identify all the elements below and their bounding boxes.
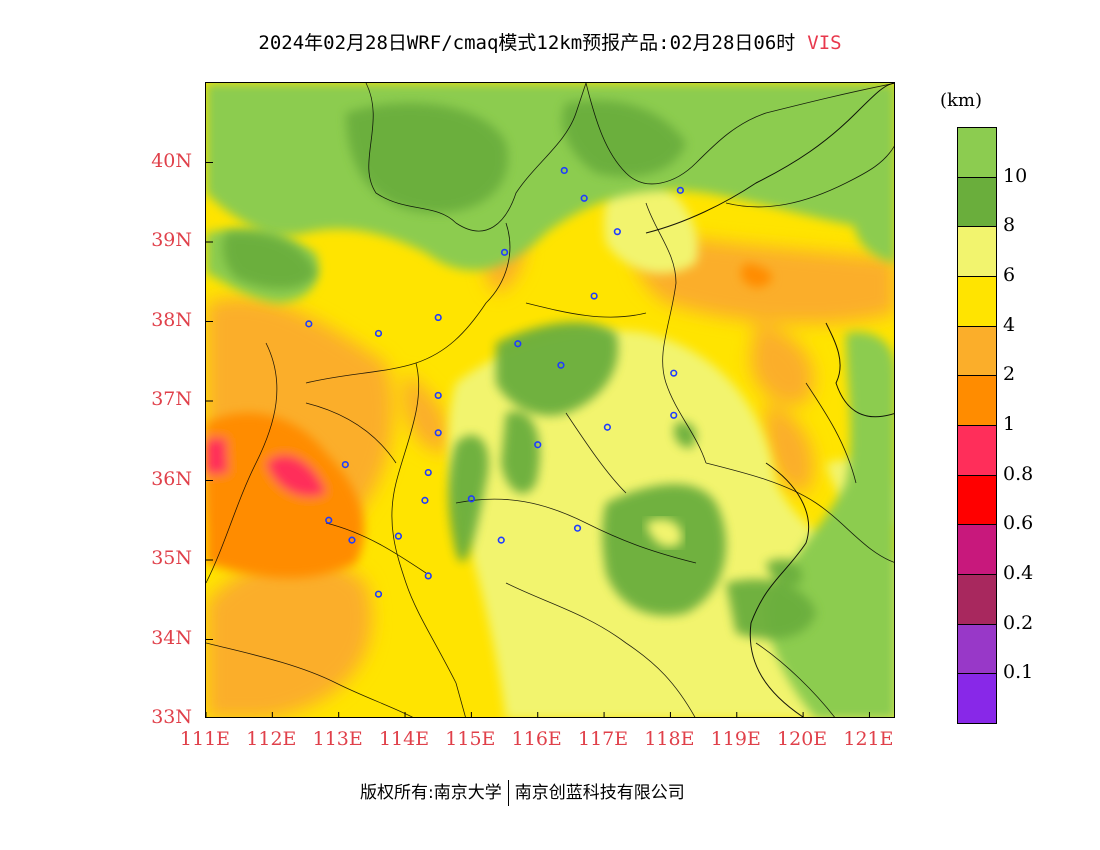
lon-tick-label: 115E [445,728,496,750]
city-marker [424,572,432,580]
lon-tick-label: 118E [644,728,695,750]
city-marker [500,248,509,256]
city-marker [670,369,678,377]
colorbar-segment [957,574,997,625]
lat-tick-label: 39N [151,229,192,251]
colorbar-label: 2 [1003,363,1016,386]
city-marker [557,361,565,369]
colorbar-label: 0.4 [1003,562,1034,584]
lat-tick-label: 37N [151,388,192,410]
colorbar-label: 0.8 [1003,462,1034,485]
title-variable: VIS [807,32,842,54]
city-marker [613,228,621,236]
lat-tick-label: 35N [151,547,192,569]
city-marker [467,495,475,503]
colorbar-segment [957,474,997,526]
footer-separator [507,780,509,806]
visibility-field [206,83,894,717]
colorbar-segment [957,325,997,377]
city-markers [305,166,684,598]
lat-tick-label: 36N [151,467,192,490]
colorbar-label: 6 [1003,264,1016,286]
city-marker [590,292,598,300]
colorbar-segment [957,176,997,228]
colorbar-unit: (km) [940,90,983,111]
colorbar-label: 0.6 [1003,512,1034,535]
colorbar-segment [957,425,997,476]
lon-tick-label: 120E [777,728,828,750]
colorbar-label: 0.1 [1003,661,1034,684]
city-marker [424,468,432,477]
city-marker [374,590,383,598]
colorbar-label: 8 [1003,214,1016,237]
city-marker [560,166,568,175]
city-marker [434,429,442,437]
lat-tick-label: 33N [151,706,192,728]
city-marker [497,536,505,544]
coastline [645,83,894,717]
colorbar [957,127,997,724]
lat-tick-label: 40N [151,149,192,172]
colorbar-segment [957,524,997,575]
city-marker [670,411,678,419]
city-marker [603,423,611,431]
lon-tick-label: 114E [378,728,430,750]
colorbar-segment [957,226,997,277]
colorbar-segment [957,127,997,178]
visibility-map [205,82,895,718]
city-marker [434,391,442,400]
city-marker [676,186,684,194]
lon-tick-label: 113E [312,728,363,750]
lon-tick-label: 121E [843,728,894,750]
lat-tick-label: 34N [151,626,192,649]
lon-tick-label: 111E [179,728,231,750]
city-marker [421,496,429,504]
colorbar-label: 4 [1003,313,1016,336]
city-marker [573,524,582,532]
title-main: 2024年02月28日WRF/cmaq模式12km预报产品:02月28日06时 [258,32,796,54]
lon-tick-label: 117E [577,728,629,750]
colorbar-segment [957,276,997,327]
city-marker [341,461,349,469]
city-marker [325,516,333,524]
copyright-text: 版权所有:南京大学 [360,783,502,803]
map-title: 2024年02月28日WRF/cmaq模式12km预报产品:02月28日06时 V… [0,28,1100,55]
colorbar-label: 10 [1003,164,1028,187]
colorbar-segment [957,673,997,724]
city-marker [394,532,403,540]
colorbar-segment [957,623,997,675]
lon-tick-label: 119E [710,728,761,750]
city-marker [434,313,442,322]
footer: 版权所有:南京大学 南京创蓝科技有限公司 [360,778,685,806]
city-marker [534,441,542,449]
city-marker [305,320,313,328]
city-marker [348,536,356,544]
lat-tick-label: 38N [151,308,192,331]
lon-tick-label: 112E [246,728,297,750]
colorbar-label: 0.2 [1003,611,1034,634]
city-marker [514,340,522,348]
lon-tick-label: 116E [511,728,562,750]
admin-boundaries [206,83,894,717]
company-text: 南京创蓝科技有限公司 [514,783,685,803]
city-marker [374,329,383,338]
colorbar-label: 1 [1003,413,1016,435]
colorbar-segment [957,375,997,426]
city-marker [580,194,588,202]
